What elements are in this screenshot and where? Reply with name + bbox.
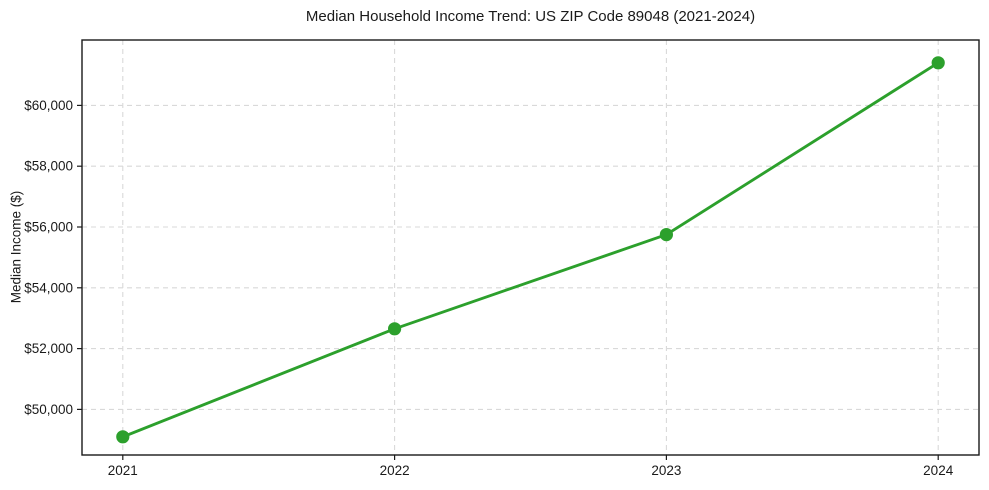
trend-line [121,61,940,439]
data-point [388,322,402,336]
data-point [116,430,130,444]
y-tick-label: $50,000 [24,402,73,417]
y-tick-label: $56,000 [24,220,73,235]
data-point [659,228,674,242]
y-tick-label: $58,000 [24,159,73,174]
x-tick-label: 2021 [108,463,138,478]
x-tick-label: 2023 [651,463,681,478]
y-axis-title: Median Income ($) [8,190,24,304]
plot-border [81,39,980,456]
data-point [931,56,945,70]
y-tick-label: $60,000 [24,98,73,113]
x-tick-label: 2022 [380,463,410,478]
chart-title: Median Household Income Trend: US ZIP Co… [305,8,756,25]
x-tick-label: 2024 [923,463,954,478]
y-tick-label: $52,000 [24,341,73,356]
y-tick-label: $54,000 [24,280,73,295]
